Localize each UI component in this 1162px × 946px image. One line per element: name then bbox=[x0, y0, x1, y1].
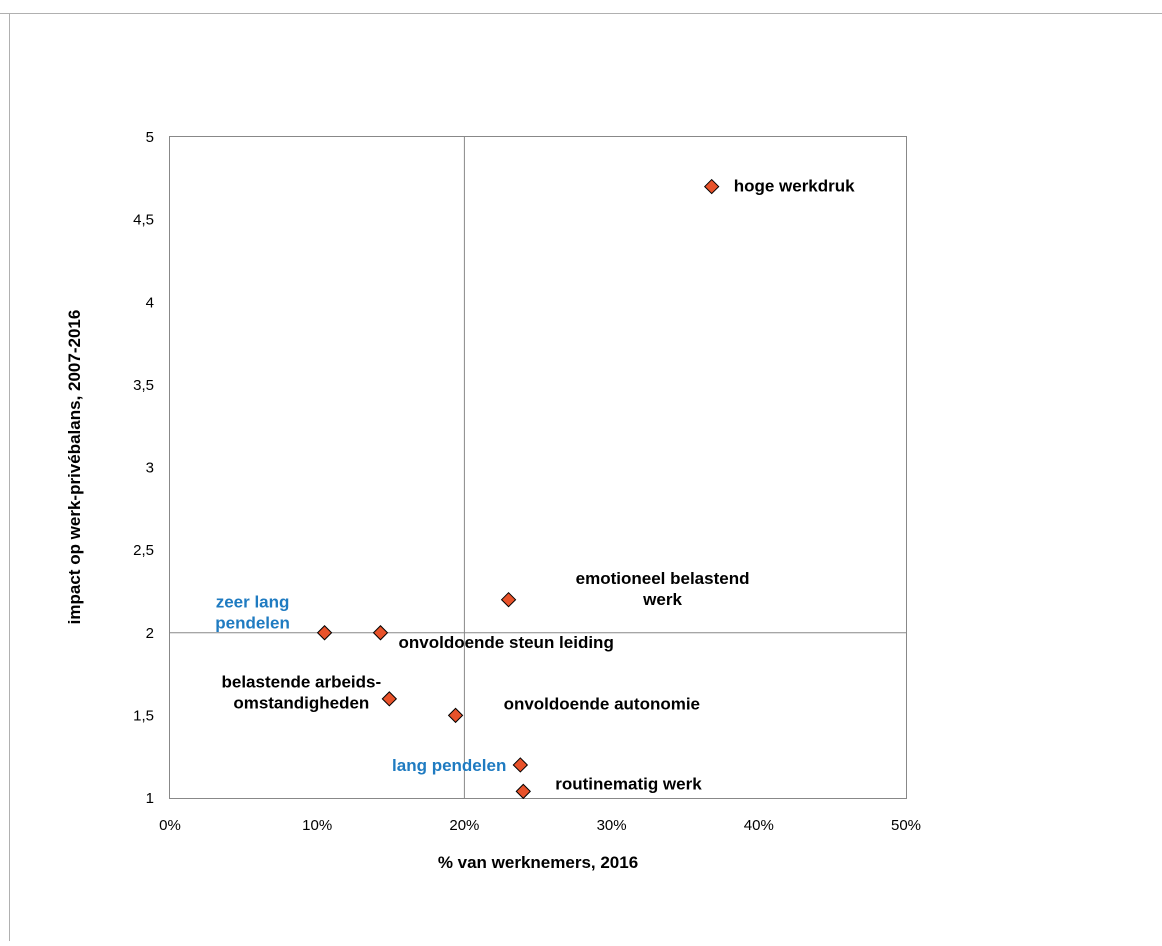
data-point bbox=[512, 757, 529, 773]
x-tick-label: 10% bbox=[302, 817, 332, 834]
point-label: emotioneel belastend bbox=[576, 569, 750, 588]
y-tick-label: 2 bbox=[146, 625, 154, 642]
point-label: onvoldoende autonomie bbox=[504, 694, 700, 713]
x-tick-label: 50% bbox=[891, 817, 921, 834]
y-tick-label: 1 bbox=[146, 790, 154, 807]
data-point bbox=[703, 178, 720, 195]
point-label: lang pendelen bbox=[392, 756, 506, 775]
x-tick-label: 20% bbox=[449, 817, 479, 834]
y-tick-labels: 1 1,5 2 2,5 3 3,5 4 4,5 5 bbox=[133, 129, 154, 807]
point-label: hoge werkdruk bbox=[734, 177, 855, 196]
point-label: zeer lang bbox=[216, 592, 290, 611]
data-point bbox=[515, 783, 531, 800]
y-axis-title: impact op werk-privébalans, 2007-2016 bbox=[65, 310, 84, 625]
point-label: onvoldoende steun leiding bbox=[398, 633, 613, 652]
y-tick-label: 4 bbox=[146, 294, 154, 311]
point-label: omstandigheden bbox=[233, 693, 369, 712]
y-tick-label: 4,5 bbox=[133, 212, 154, 229]
x-tick-label: 40% bbox=[744, 817, 774, 834]
point-label: belastende arbeids- bbox=[221, 672, 381, 691]
y-tick-label: 3,5 bbox=[133, 377, 154, 394]
x-tick-label: 30% bbox=[597, 817, 627, 834]
data-point bbox=[500, 591, 517, 608]
y-tick-label: 3 bbox=[146, 460, 154, 477]
x-tick-labels: 0% 10% 20% 30% 40% 50% bbox=[159, 817, 921, 834]
point-label: werk bbox=[642, 590, 682, 609]
y-tick-label: 1,5 bbox=[133, 707, 154, 724]
plot-area bbox=[169, 136, 907, 799]
x-tick-label: 0% bbox=[159, 817, 181, 834]
data-points bbox=[316, 178, 720, 800]
y-tick-label: 2,5 bbox=[133, 542, 154, 559]
data-point bbox=[381, 691, 398, 707]
data-point bbox=[372, 625, 389, 641]
y-tick-label: 5 bbox=[146, 129, 154, 146]
point-label: routinematig werk bbox=[555, 774, 702, 793]
point-labels: hoge werkdruk emotioneel belastend werk zee… bbox=[215, 177, 855, 794]
x-axis-title: % van werknemers, 2016 bbox=[438, 853, 638, 872]
data-point bbox=[447, 707, 464, 724]
point-label: pendelen bbox=[215, 613, 290, 632]
data-point bbox=[316, 625, 333, 641]
